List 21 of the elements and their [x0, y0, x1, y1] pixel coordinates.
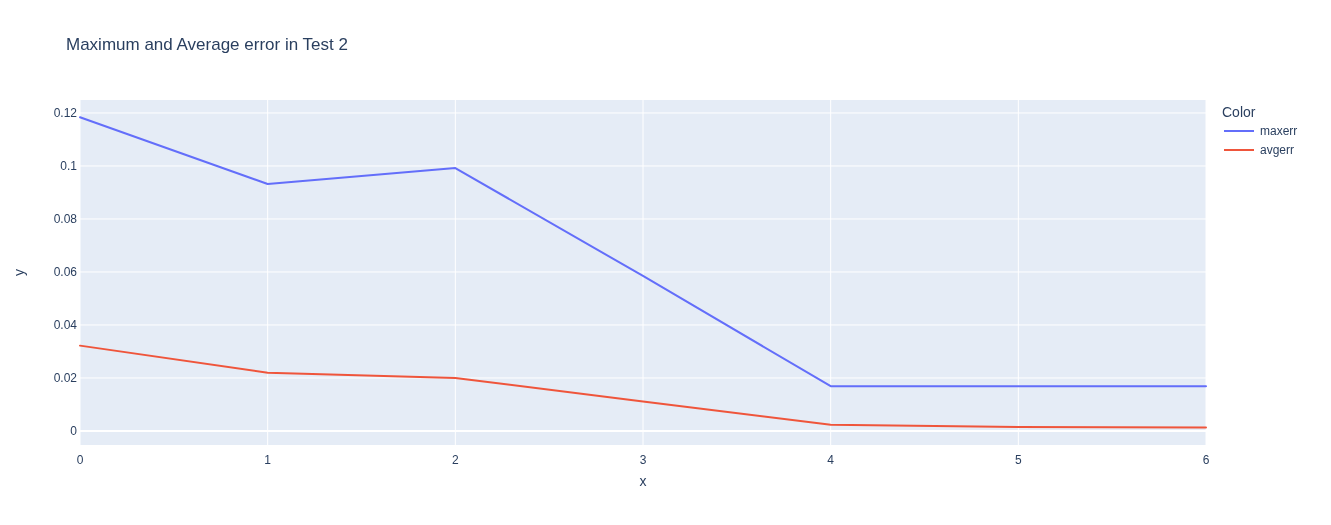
legend-label: avgerr	[1260, 143, 1295, 157]
y-axis-title: y	[11, 269, 27, 276]
chart-title: Maximum and Average error in Test 2	[66, 35, 348, 54]
y-tick-label: 0.06	[53, 264, 78, 279]
line-series	[79, 116, 1207, 388]
legend-label: maxerr	[1260, 124, 1298, 138]
x-tick-label: 6	[1202, 453, 1210, 467]
y-tick-label: 0.12	[53, 105, 78, 120]
y-tick-label: 0.1	[60, 158, 78, 173]
y-tick-label: 0.08	[53, 211, 78, 226]
y-tick-label: 0	[70, 423, 78, 438]
y-tick-label: 0.02	[53, 370, 78, 385]
x-tick-label: 4	[827, 453, 835, 467]
y-tick-label: 0.04	[53, 317, 78, 332]
x-tick-label: 2	[451, 453, 459, 467]
line-series	[79, 344, 1207, 429]
legend-title: Color	[1222, 104, 1256, 120]
x-axis-title: x	[639, 473, 647, 489]
x-tick-label: 3	[639, 453, 647, 467]
x-tick-label: 1	[264, 453, 272, 467]
x-tick-label: 5	[1014, 453, 1022, 467]
